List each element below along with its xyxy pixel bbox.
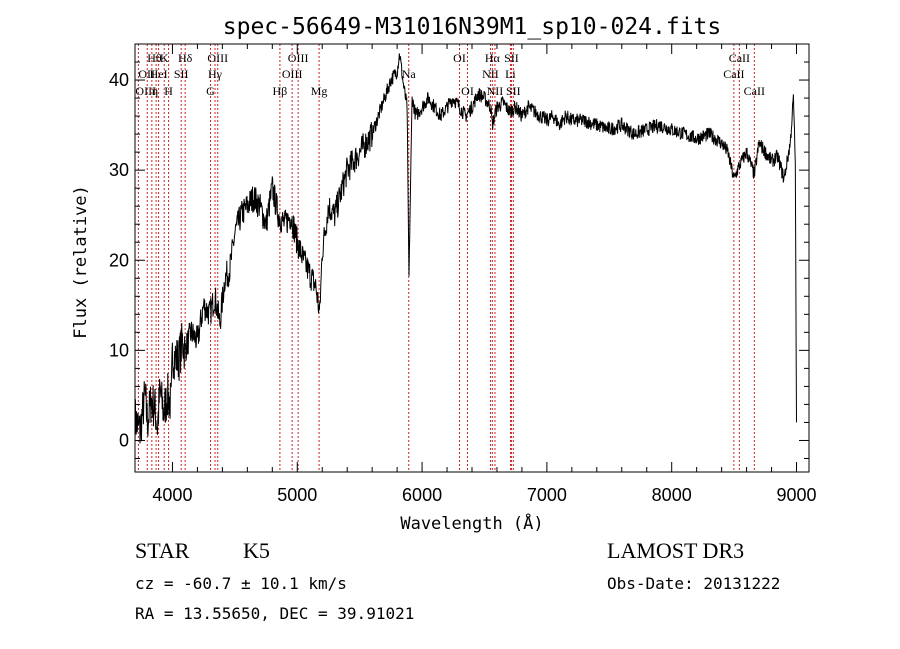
line-label: OIII	[135, 84, 156, 98]
spectrum-line	[134, 53, 797, 444]
plot-frame	[134, 43, 810, 473]
line-label: Na	[402, 67, 417, 81]
object-class: STAR	[135, 538, 190, 563]
y-tick-label: 10	[109, 340, 129, 360]
x-tick-label: 9000	[776, 485, 816, 505]
y-tick-label: 20	[109, 250, 129, 270]
y-tick-label: 0	[119, 430, 129, 450]
coordinates: RA = 13.55650, DEC = 39.91021	[135, 604, 415, 623]
line-label: NII	[487, 84, 504, 98]
line-label: Mg	[311, 84, 328, 98]
redshift-velocity: cz = -60.7 ± 10.1 km/s	[135, 574, 347, 593]
x-tick-label: 7000	[527, 485, 567, 505]
x-tick-label: 6000	[402, 485, 442, 505]
x-axis-ticks: 4000 5000 6000 7000 8000 9000	[152, 44, 817, 505]
line-label: Li	[505, 67, 516, 81]
line-label: Hθ	[147, 51, 162, 65]
y-tick-label: 30	[109, 160, 129, 180]
line-label: OI	[453, 51, 466, 65]
x-axis-label: Wavelength (Å)	[400, 512, 543, 534]
line-label: CaII	[729, 51, 750, 65]
x-tick-label: 5000	[277, 485, 317, 505]
line-label: η	[152, 84, 158, 98]
line-label: Hδ	[178, 51, 193, 65]
line-label: H	[164, 84, 173, 98]
line-label: SII	[506, 84, 521, 98]
line-label: CaII	[744, 84, 765, 98]
chart-title: spec-56649-M31016N39M1_sp10-024.fits	[223, 14, 722, 40]
line-label: Hα	[485, 51, 501, 65]
line-label: Hβ	[273, 84, 288, 98]
y-tick-label: 40	[109, 70, 129, 90]
line-label: OII	[138, 67, 155, 81]
line-label: OI	[461, 84, 474, 98]
line-label: SII	[174, 67, 189, 81]
object-subclass: K5	[243, 538, 270, 563]
observation-date: Obs-Date: 20131222	[607, 574, 781, 593]
x-tick-label: 4000	[152, 485, 192, 505]
line-label: G	[206, 84, 215, 98]
line-label: Hγ	[208, 67, 223, 81]
line-label: NII	[482, 67, 499, 81]
x-tick-label: 8000	[652, 485, 692, 505]
line-label: OIII	[288, 51, 309, 65]
line-label: OIII	[207, 51, 228, 65]
y-axis-label: Flux (relative)	[71, 185, 91, 339]
line-label: SII	[504, 51, 519, 65]
line-label: CaII	[723, 67, 744, 81]
y-axis-ticks: 0 10 20 30 40	[109, 43, 809, 459]
line-label: K	[160, 51, 169, 65]
survey-name: LAMOST DR3	[607, 538, 745, 563]
emission-line-markers	[137, 44, 755, 472]
line-label: HeI	[150, 67, 168, 81]
line-label: OIII	[282, 67, 303, 81]
